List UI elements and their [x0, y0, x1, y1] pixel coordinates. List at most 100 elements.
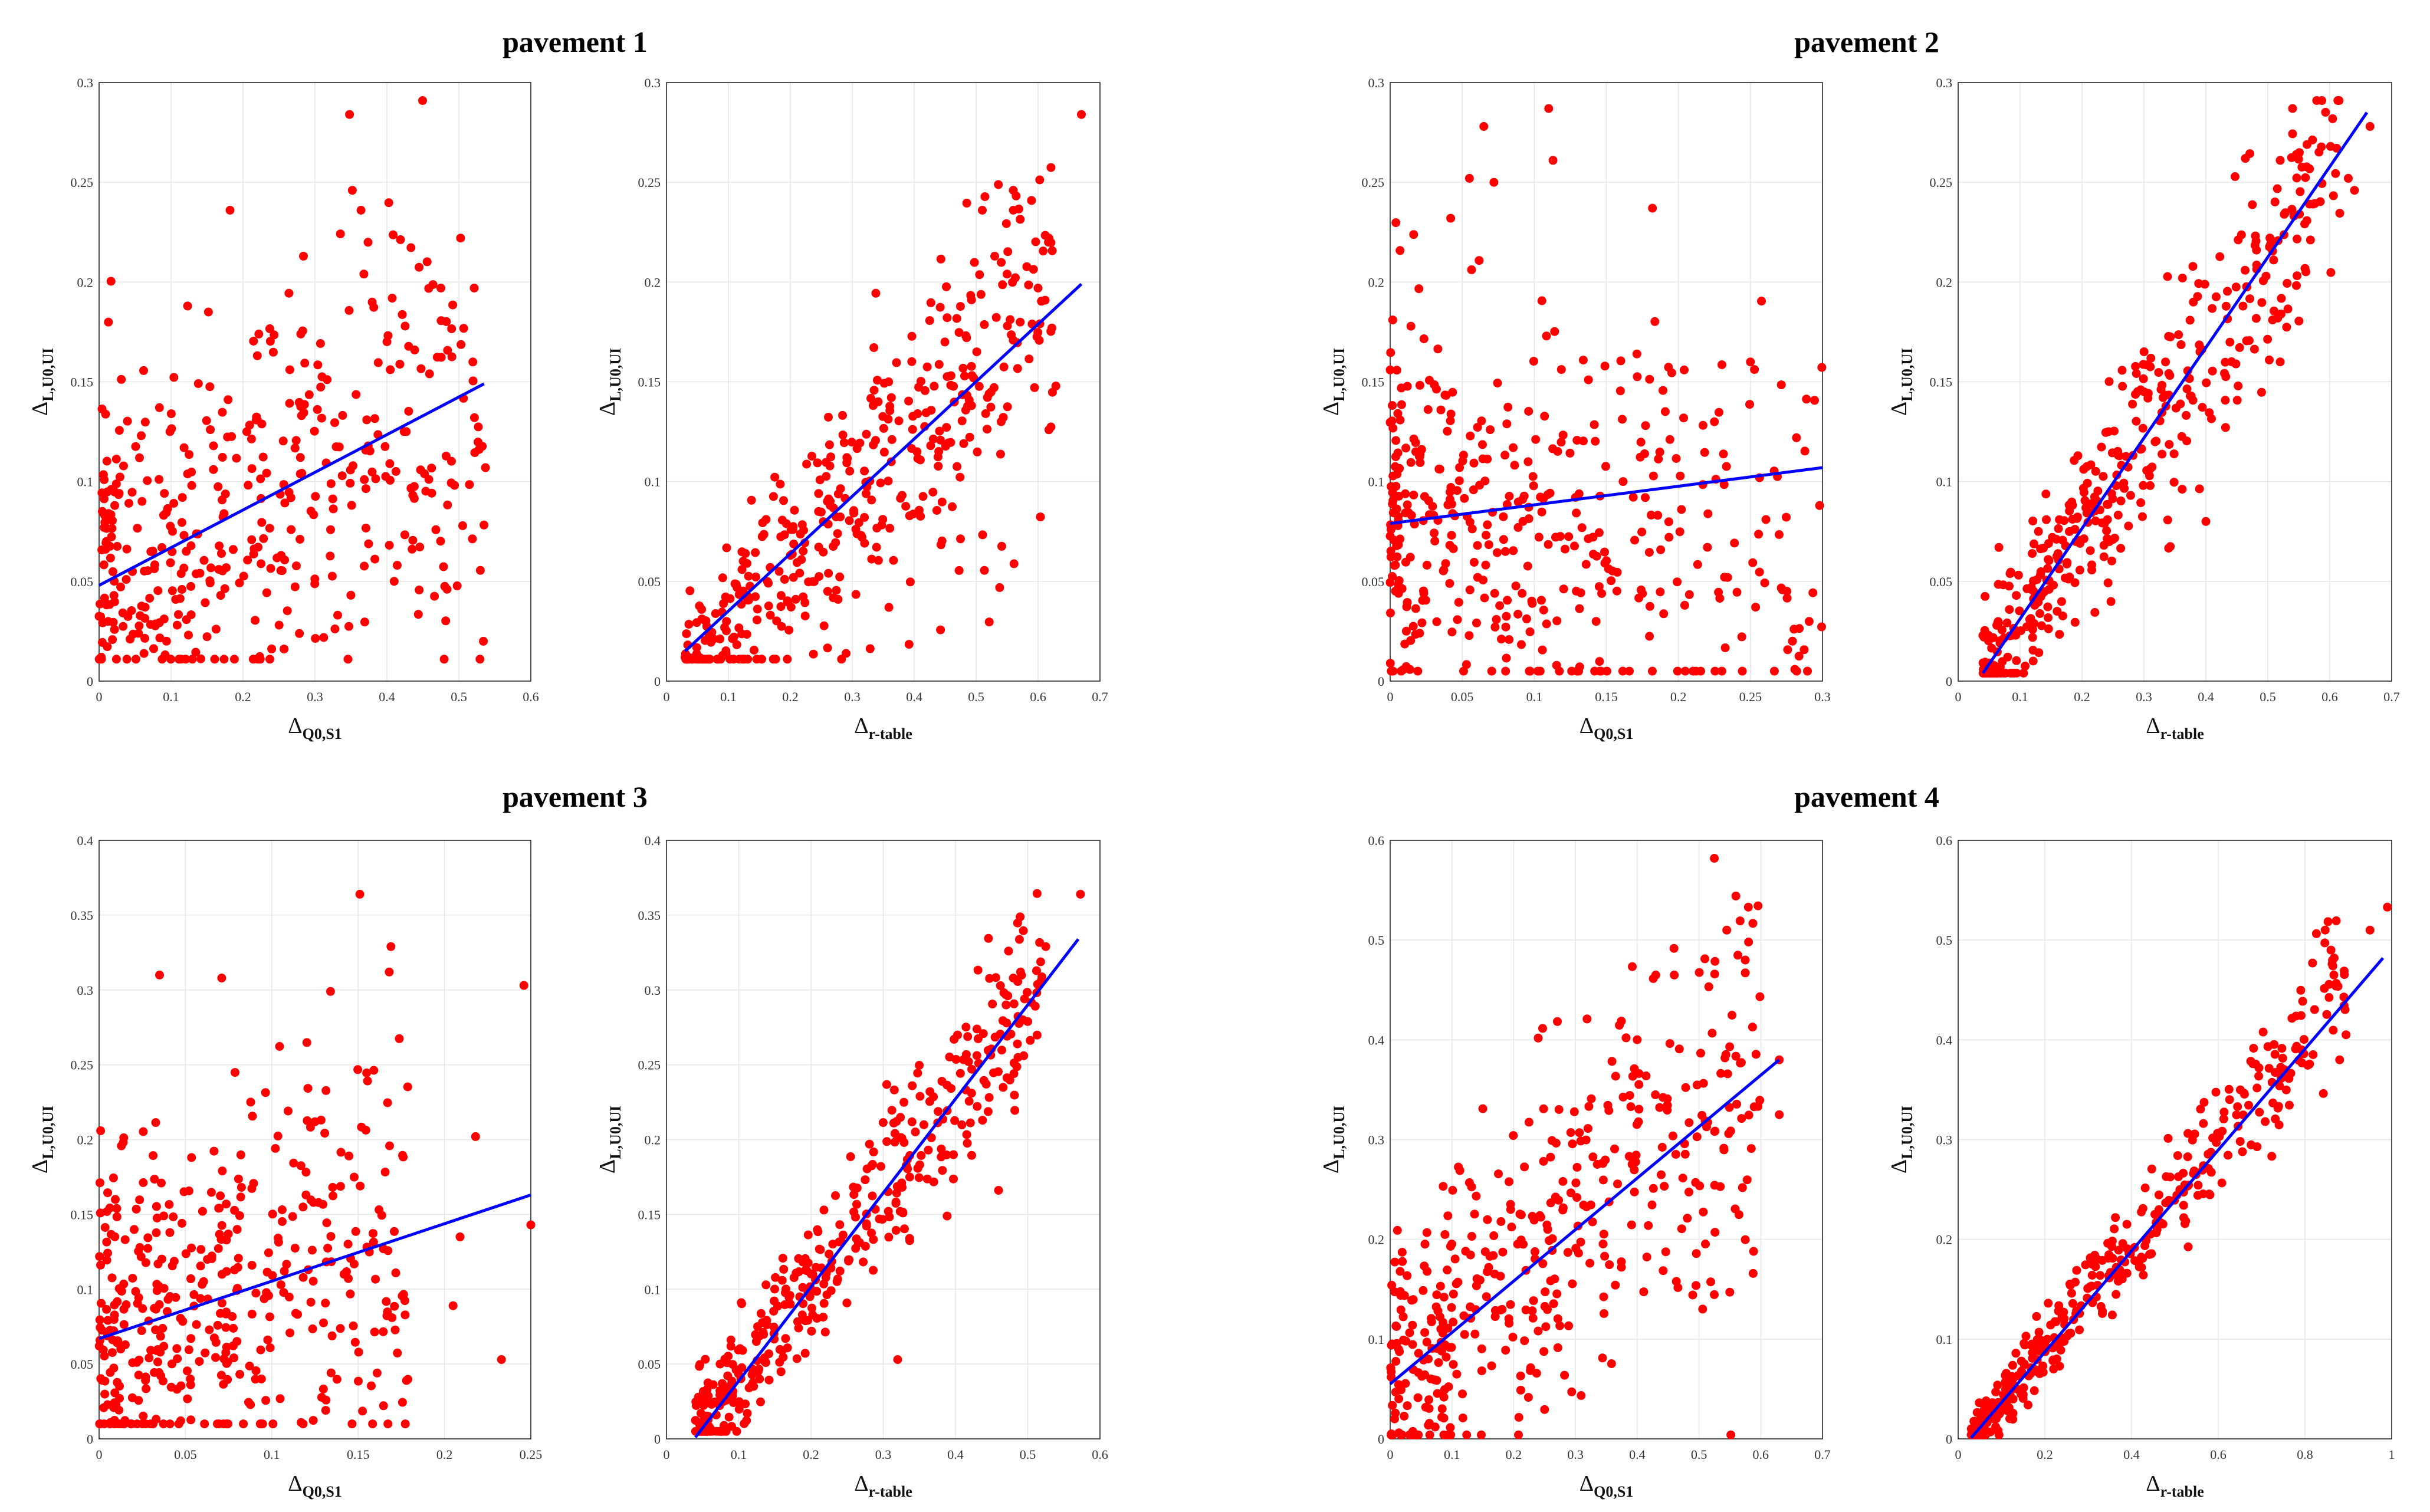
data-point	[1559, 584, 1568, 594]
data-point	[112, 1212, 121, 1221]
data-point	[1528, 1313, 1538, 1323]
data-point	[2263, 1042, 2273, 1051]
x-tick-label: 0.6	[1753, 1447, 1769, 1462]
data-point	[1452, 1279, 1461, 1289]
data-point	[1699, 1207, 1708, 1217]
data-point	[1531, 435, 1541, 444]
y-tick-label: 0.5	[1936, 933, 1953, 948]
data-point	[1438, 1329, 1447, 1338]
x-tick-label: 0.6	[1030, 689, 1046, 704]
x-tick-label: 0.7	[2383, 689, 2400, 704]
y-axis-label: ΔL,U0,UI	[28, 348, 57, 416]
data-point	[934, 462, 943, 471]
data-point	[124, 499, 133, 508]
data-point	[1016, 317, 1025, 327]
data-point	[1432, 1376, 1441, 1385]
data-point	[822, 1290, 832, 1300]
data-point	[1668, 1131, 1677, 1140]
y-tick-label: 0.15	[638, 375, 661, 390]
data-point	[2055, 1362, 2064, 1371]
data-point	[1397, 400, 1406, 409]
data-point	[1618, 1092, 1628, 1102]
data-point	[1817, 622, 1826, 632]
data-point	[1607, 576, 1616, 586]
data-point	[436, 537, 445, 546]
data-point	[2283, 304, 2293, 314]
data-point	[967, 1151, 976, 1160]
y-tick-label: 0.6	[1368, 833, 1385, 848]
data-point	[1624, 1152, 1634, 1161]
data-point	[196, 1245, 206, 1254]
data-point	[1680, 365, 1689, 374]
data-point	[1536, 596, 1546, 605]
data-point	[1009, 336, 1018, 345]
data-point	[911, 1128, 920, 1136]
data-point	[755, 1374, 764, 1383]
data-point	[1036, 512, 1045, 522]
data-point	[1032, 1030, 1042, 1040]
data-point	[962, 1130, 971, 1139]
data-point	[1702, 1122, 1711, 1132]
data-point	[913, 409, 922, 418]
data-point	[1744, 1110, 1753, 1120]
data-point	[1486, 425, 1495, 435]
data-point	[205, 578, 215, 587]
data-point	[1481, 560, 1490, 570]
data-point	[1452, 1369, 1462, 1379]
data-point	[2285, 1100, 2294, 1110]
data-point	[867, 495, 876, 505]
data-point	[2132, 416, 2141, 426]
data-point	[1744, 937, 1753, 946]
data-point	[2294, 316, 2304, 326]
y-tick-label: 0.35	[638, 908, 661, 923]
data-point	[2066, 1329, 2076, 1338]
data-point	[954, 566, 964, 575]
data-points	[1978, 96, 2375, 678]
data-point	[2146, 353, 2156, 363]
data-point	[943, 1211, 952, 1221]
data-point	[103, 1400, 112, 1409]
data-point	[1033, 284, 1043, 292]
data-point	[1528, 599, 1537, 608]
data-point	[1761, 515, 1771, 524]
data-point	[2329, 191, 2338, 200]
data-point	[1581, 560, 1591, 569]
data-point	[885, 406, 895, 415]
data-point	[2245, 336, 2254, 345]
data-point	[172, 620, 182, 630]
data-point	[278, 1217, 287, 1226]
data-point	[2296, 985, 2306, 995]
data-point	[1625, 666, 1634, 676]
data-point	[1525, 627, 1535, 636]
data-point	[1572, 1193, 1581, 1202]
data-point	[1571, 1178, 1581, 1188]
scatter-chart-7: 0 0.1 0.2 0.3 0.4 0.5 0.6 0.700.10.20.30.40.50.…	[1319, 833, 1831, 1500]
data-point	[1483, 454, 1492, 464]
data-point	[1387, 1280, 1397, 1290]
data-point	[111, 455, 121, 464]
data-point	[964, 1096, 974, 1106]
data-point	[974, 382, 984, 391]
data-point	[265, 337, 275, 346]
data-point	[326, 479, 336, 488]
data-point	[155, 403, 164, 412]
data-point	[185, 450, 194, 459]
data-point	[1582, 1014, 1592, 1024]
data-point	[1551, 1139, 1561, 1148]
regression-line	[1970, 956, 2385, 1439]
data-point	[728, 1360, 737, 1369]
data-point	[1009, 186, 1018, 195]
data-point	[1653, 511, 1663, 520]
data-point	[860, 466, 869, 476]
data-point	[1726, 1126, 1735, 1136]
data-point	[126, 635, 135, 644]
data-point	[1386, 1363, 1395, 1372]
data-point	[111, 655, 121, 664]
data-point	[2332, 916, 2341, 925]
data-point	[391, 467, 400, 476]
data-point	[1391, 218, 1401, 228]
data-point	[2008, 1360, 2017, 1370]
data-point	[950, 1034, 959, 1044]
data-point	[222, 1199, 231, 1209]
data-point	[2132, 369, 2141, 378]
